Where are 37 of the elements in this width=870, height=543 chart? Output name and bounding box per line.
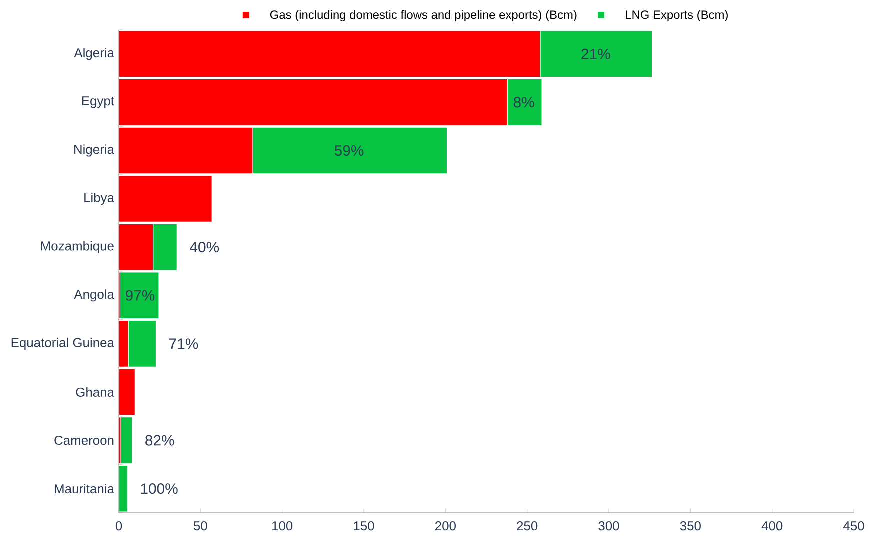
legend-label: Gas (including domestic flows and pipeline exports) (Bcm) bbox=[270, 10, 577, 22]
bar bbox=[119, 224, 154, 271]
annotation: 100% bbox=[141, 484, 178, 494]
annotation: 71% bbox=[170, 338, 198, 350]
annotation: 97% bbox=[126, 290, 155, 301]
y-tick-label: Algeria bbox=[74, 48, 114, 60]
x-tick-label: 400 bbox=[762, 522, 783, 531]
bar bbox=[119, 176, 212, 223]
x-tick-label: 150 bbox=[354, 522, 374, 531]
annotation: 21% bbox=[582, 48, 610, 60]
annotation: 82% bbox=[146, 435, 174, 446]
y-tick-label: Libya bbox=[84, 192, 114, 206]
y-tick-label: Mozambique bbox=[41, 241, 114, 254]
bar bbox=[119, 78, 508, 126]
y-tick-label: Mauritania bbox=[55, 484, 114, 494]
x-tick-label: 450 bbox=[844, 522, 864, 531]
x-tick-label: 200 bbox=[436, 522, 456, 531]
x-tick-label: 350 bbox=[680, 522, 701, 531]
bar bbox=[252, 127, 448, 174]
annotation: 40% bbox=[190, 242, 220, 253]
y-tick-label: Equatorial Guinea bbox=[12, 338, 114, 350]
bar bbox=[119, 30, 541, 78]
legend-label: LNG Exports (Bcm) bbox=[626, 10, 728, 22]
x-tick-label: 100 bbox=[272, 522, 293, 531]
y-tick-label: Cameroon bbox=[54, 436, 114, 446]
x-tick-label: 250 bbox=[517, 522, 538, 531]
y-tick-label: Ghana bbox=[76, 387, 114, 397]
bar bbox=[119, 368, 136, 416]
y-tick-label: Nigeria bbox=[74, 144, 114, 157]
bar bbox=[119, 127, 254, 174]
y-tick-label: Angola bbox=[74, 290, 114, 302]
annotation: 8% bbox=[514, 97, 534, 108]
x-tick-label: 0 bbox=[116, 522, 122, 531]
x-tick-label: 50 bbox=[194, 522, 208, 531]
annotation: 59% bbox=[334, 145, 364, 156]
x-tick-label: 300 bbox=[598, 522, 620, 531]
y-tick-label: Egypt bbox=[82, 96, 114, 108]
